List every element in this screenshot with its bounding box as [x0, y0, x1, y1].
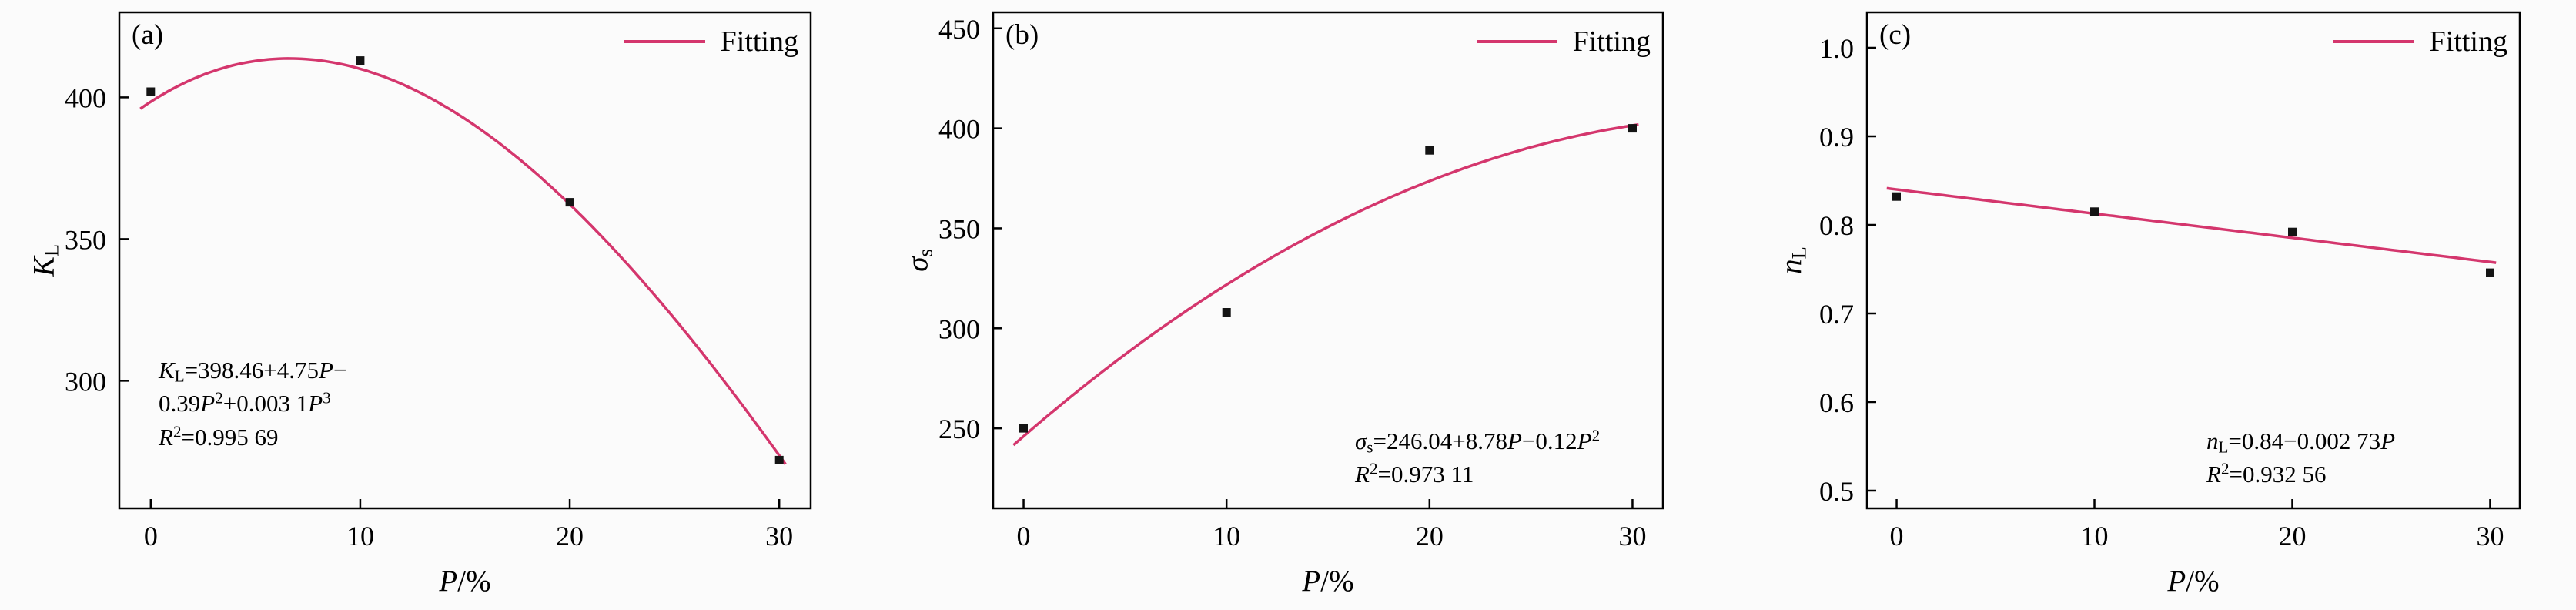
data-point — [1425, 146, 1434, 155]
legend-line-sample — [624, 40, 705, 43]
data-point — [2486, 268, 2494, 277]
y-tick-label: 300 — [65, 366, 106, 397]
x-axis-title: P/% — [2167, 565, 2220, 598]
data-point — [1019, 424, 1028, 433]
plot-frame — [1865, 11, 2521, 510]
chart-panel-c: 0.5 0.6 0.7 0.8 0.9 1.0 0 10 20 30 (c) Fitting nL P/%… — [1717, 0, 2576, 610]
fit-line — [139, 57, 787, 465]
y-axis-title: σs — [901, 249, 937, 272]
data-point — [774, 455, 784, 464]
data-point — [2288, 227, 2297, 236]
equation-line: σs=246.04+8.78P−0.12P2 — [1355, 426, 1601, 457]
fit-equation: σs=246.04+8.78P−0.12P2 R2=0.973 11 — [1355, 424, 1600, 491]
plot-frame — [118, 11, 812, 510]
fit-line — [1012, 122, 1639, 447]
panel-label: (a) — [132, 19, 164, 51]
legend: Fitting — [1476, 25, 1651, 59]
legend: Fitting — [2333, 25, 2507, 59]
x-tick-label: 20 — [2278, 521, 2306, 551]
x-tick-label: 30 — [765, 521, 793, 551]
y-axis-title: KL — [27, 243, 63, 277]
panel-label: (c) — [1879, 19, 1912, 51]
chart-canvas: 300 350 400 0 10 20 30 — [65, 11, 812, 551]
x-tick-label: 30 — [2476, 521, 2504, 551]
data-point — [356, 56, 365, 65]
data-point — [565, 198, 574, 207]
y-tick-label: 350 — [65, 224, 106, 255]
chart-canvas: 0.5 0.6 0.7 0.8 0.9 1.0 0 10 20 30 — [1819, 11, 2521, 551]
x-tick-label: 10 — [346, 521, 374, 551]
fit-equation: nL=0.84−0.002 73P R2=0.932 56 — [2206, 424, 2395, 491]
panel-label: (b) — [1005, 19, 1039, 51]
plot-frame — [992, 11, 1664, 510]
x-tick-label: 30 — [1618, 521, 1646, 551]
y-tick-label: 400 — [938, 114, 980, 145]
y-tick-label: 0.6 — [1819, 387, 1854, 418]
x-tick-label: 20 — [556, 521, 584, 551]
x-axis-title: P/% — [439, 565, 491, 598]
y-tick-label: 0.5 — [1819, 476, 1854, 507]
legend-label: Fitting — [1572, 25, 1651, 58]
data-point — [146, 87, 156, 96]
equation-line: R2=0.995 69 — [159, 422, 279, 451]
data-point — [1628, 124, 1637, 133]
x-tick-label: 10 — [1213, 521, 1240, 551]
legend-line-sample — [1476, 40, 1557, 43]
y-tick-label: 0.8 — [1819, 210, 1854, 241]
legend-label: Fitting — [2429, 25, 2507, 58]
y-tick-label: 0.9 — [1819, 122, 1854, 152]
fit-line — [1886, 186, 2497, 264]
x-tick-label: 0 — [144, 521, 158, 551]
y-tick-label: 450 — [938, 14, 980, 45]
data-point — [1892, 192, 1901, 201]
data-point — [1222, 308, 1231, 317]
x-tick-label: 0 — [1017, 521, 1031, 551]
chart-canvas: 250 300 350 400 450 0 10 20 30 — [938, 11, 1664, 551]
legend-line-sample — [2333, 40, 2414, 43]
chart-panel-a: 300 350 400 0 10 20 30 (a) Fitting KL P/% KL=398.46… — [0, 0, 858, 610]
y-tick-label: 1.0 — [1819, 33, 1854, 64]
x-axis-title: P/% — [1302, 565, 1354, 598]
data-point — [2090, 207, 2099, 216]
legend: Fitting — [624, 25, 798, 59]
y-tick-label: 350 — [938, 213, 980, 244]
y-tick-label: 0.7 — [1819, 299, 1854, 330]
y-tick-label: 250 — [938, 414, 980, 444]
equation-line: nL=0.84−0.002 73P — [2206, 427, 2396, 457]
equation-line: KL=398.46+4.75P− — [159, 357, 347, 386]
y-axis-title: nL — [1775, 246, 1811, 274]
y-tick-label: 400 — [65, 82, 106, 113]
legend-label: Fitting — [720, 25, 798, 58]
y-tick-label: 300 — [938, 313, 980, 344]
x-tick-label: 0 — [1890, 521, 1904, 551]
equation-line: R2=0.973 11 — [1355, 459, 1474, 488]
x-tick-label: 10 — [2081, 521, 2109, 551]
equation-line: 0.39P2+0.003 1P3 — [159, 388, 331, 417]
equation-line: R2=0.932 56 — [2206, 459, 2327, 488]
fit-equation: KL=398.46+4.75P− 0.39P2+0.003 1P3 R2=0.995… — [159, 354, 346, 454]
x-tick-label: 20 — [1416, 521, 1444, 551]
chart-panel-b: 250 300 350 400 450 0 10 20 30 (b) Fitting σs P/% σs=… — [858, 0, 1717, 610]
